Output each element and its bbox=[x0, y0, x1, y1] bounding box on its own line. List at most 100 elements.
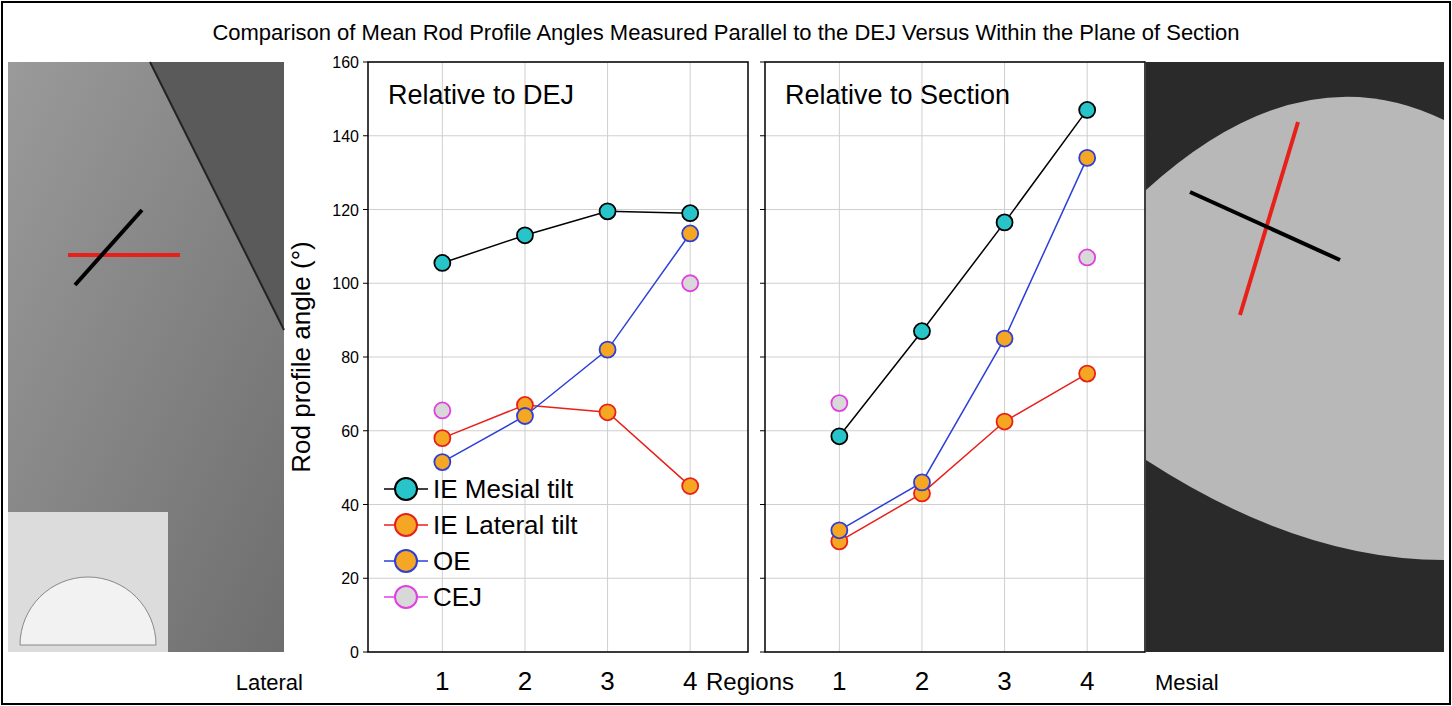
y-tick-label: 100 bbox=[332, 275, 359, 292]
y-tick-label: 80 bbox=[341, 349, 359, 366]
tick bbox=[363, 283, 368, 284]
tick bbox=[760, 578, 765, 579]
legend-marker bbox=[395, 586, 417, 608]
black-line bbox=[75, 210, 142, 285]
micrograph-right bbox=[1146, 62, 1444, 652]
legend-item: IE Mesial tilt bbox=[384, 474, 574, 504]
tick bbox=[363, 430, 368, 431]
point bbox=[1079, 102, 1095, 118]
grid-line bbox=[1004, 62, 1005, 652]
x-tick-label: 2 bbox=[518, 666, 532, 696]
series-line bbox=[839, 374, 1087, 542]
plot-bg bbox=[765, 62, 1145, 652]
dentin-area bbox=[150, 62, 284, 330]
tick bbox=[363, 357, 368, 358]
point bbox=[997, 414, 1013, 430]
protractor bbox=[20, 577, 156, 645]
grid-line bbox=[765, 504, 1145, 505]
y-tick-label: 140 bbox=[332, 128, 359, 145]
tick bbox=[363, 652, 368, 653]
y-tick-label: 120 bbox=[332, 202, 359, 219]
point bbox=[682, 205, 698, 221]
point bbox=[1079, 150, 1095, 166]
marks bbox=[831, 102, 1095, 549]
series-line bbox=[442, 234, 690, 463]
series-line bbox=[442, 211, 690, 263]
legend-label: CEJ bbox=[433, 582, 482, 612]
panel: 0204060801001201401601234Rod profile ang… bbox=[286, 54, 748, 696]
grid-line bbox=[921, 62, 922, 652]
legend-item: OE bbox=[384, 546, 471, 576]
point bbox=[914, 474, 930, 490]
tick bbox=[363, 578, 368, 579]
legend-marker bbox=[395, 514, 417, 536]
grid-line bbox=[765, 578, 1145, 579]
point bbox=[434, 454, 450, 470]
point bbox=[434, 430, 450, 446]
annotation: Lateral bbox=[236, 670, 303, 695]
grid-line bbox=[765, 430, 1145, 431]
x-tick-label: 3 bbox=[997, 666, 1011, 696]
point bbox=[682, 225, 698, 241]
tick bbox=[760, 135, 765, 136]
y-tick-label: 160 bbox=[332, 54, 359, 71]
x-tick-label: 3 bbox=[600, 666, 614, 696]
legend-label: IE Lateral tilt bbox=[433, 510, 578, 540]
y-tick-label: 0 bbox=[350, 644, 359, 661]
legend-marker bbox=[395, 478, 417, 500]
grid-line bbox=[368, 504, 748, 505]
tick bbox=[760, 652, 765, 653]
legend-item: CEJ bbox=[384, 582, 482, 612]
grid-line bbox=[690, 62, 691, 652]
plot-frame bbox=[368, 62, 748, 652]
plot-frame bbox=[765, 62, 1145, 652]
grid-line bbox=[368, 430, 748, 431]
point bbox=[1079, 249, 1095, 265]
legend-label: IE Mesial tilt bbox=[433, 474, 574, 504]
grid-line bbox=[765, 209, 1145, 210]
red-line bbox=[68, 253, 180, 257]
point bbox=[600, 342, 616, 358]
point bbox=[517, 408, 533, 424]
enamel-area bbox=[1146, 97, 1444, 560]
legend-label: OE bbox=[433, 546, 471, 576]
figure: Comparison of Mean Rod Profile Angles Me… bbox=[0, 0, 1452, 706]
tick bbox=[363, 504, 368, 505]
tick bbox=[760, 504, 765, 505]
grid-line bbox=[765, 283, 1145, 284]
marks bbox=[434, 203, 698, 494]
title: Comparison of Mean Rod Profile Angles Me… bbox=[212, 20, 1239, 45]
point bbox=[1079, 366, 1095, 382]
tick bbox=[760, 62, 765, 63]
y-tick-label: 60 bbox=[341, 423, 359, 440]
micrograph-left bbox=[8, 62, 284, 652]
point bbox=[600, 203, 616, 219]
point bbox=[517, 227, 533, 243]
panel-title: Relative to Section bbox=[785, 80, 1010, 110]
x-tick-label: 4 bbox=[1080, 666, 1094, 696]
x-tick-label: 4 bbox=[683, 666, 697, 696]
point bbox=[997, 331, 1013, 347]
tick bbox=[760, 283, 765, 284]
grid-line bbox=[839, 62, 840, 652]
plot-bg bbox=[368, 62, 748, 652]
y-axis-title: Rod profile angle (°) bbox=[286, 241, 316, 473]
grid-line bbox=[765, 357, 1145, 358]
tick bbox=[760, 357, 765, 358]
point bbox=[434, 255, 450, 271]
x-tick-label: 1 bbox=[435, 666, 449, 696]
grid-line bbox=[765, 135, 1145, 136]
grid-line bbox=[524, 62, 525, 652]
point bbox=[831, 395, 847, 411]
tick bbox=[363, 62, 368, 63]
tick bbox=[363, 135, 368, 136]
black-line bbox=[1190, 192, 1340, 260]
annotation: Regions bbox=[706, 668, 794, 695]
frame bbox=[2, 2, 1450, 704]
tick bbox=[760, 430, 765, 431]
point bbox=[682, 275, 698, 291]
point bbox=[831, 522, 847, 538]
series-line bbox=[839, 158, 1087, 530]
point bbox=[682, 478, 698, 494]
point bbox=[914, 323, 930, 339]
